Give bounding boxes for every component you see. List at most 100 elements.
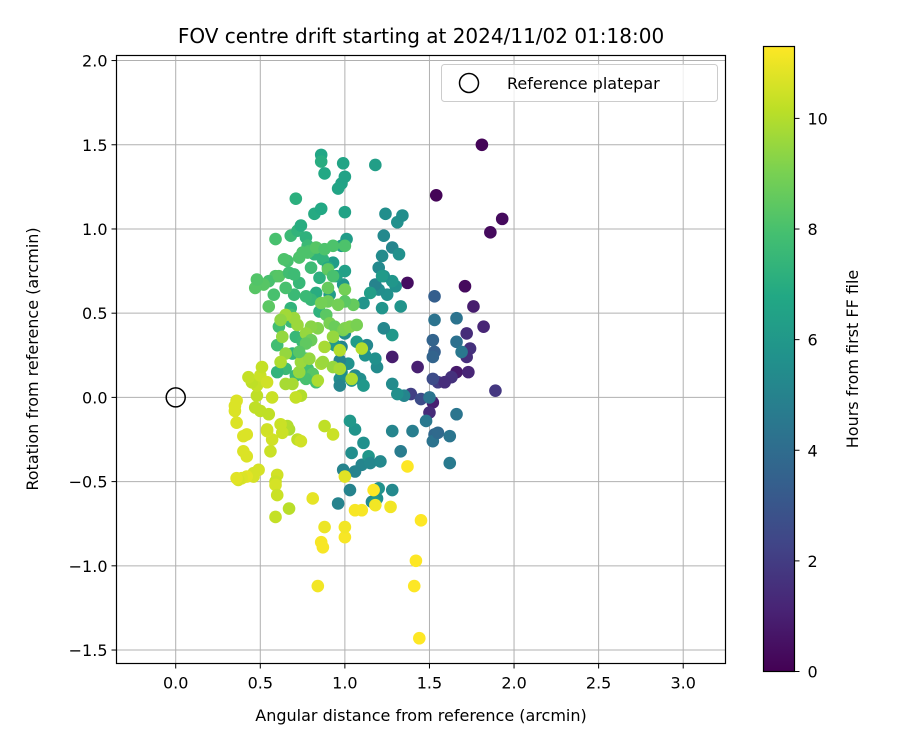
data-point [269, 478, 282, 492]
colorbar-tick-label: 4 [808, 441, 818, 460]
data-point [350, 318, 364, 332]
data-point [374, 455, 387, 468]
x-axis-label: Angular distance from reference (arcmin) [255, 706, 586, 725]
data-point [326, 330, 340, 344]
data-point [333, 343, 347, 357]
data-point [287, 288, 301, 301]
data-point [237, 444, 250, 458]
data-point [392, 247, 406, 261]
data-point [318, 520, 331, 534]
data-point [272, 269, 286, 283]
data-point [270, 488, 284, 502]
data-point [331, 497, 345, 510]
colorbar-tick-label: 2 [808, 552, 818, 571]
data-point [428, 313, 441, 327]
data-point [318, 340, 331, 354]
data-point [369, 498, 382, 512]
data-point [475, 138, 489, 152]
data-point [355, 342, 369, 355]
y-tick-label: 1.5 [82, 136, 107, 155]
data-point [385, 424, 399, 438]
data-point [363, 456, 377, 470]
data-point [357, 436, 370, 450]
data-point [250, 389, 264, 403]
data-point [316, 540, 330, 554]
data-point [413, 631, 426, 645]
data-point [438, 375, 451, 389]
data-point [407, 579, 421, 593]
x-tick-label: 2.5 [586, 674, 611, 693]
data-point [265, 391, 279, 404]
data-point [314, 296, 328, 310]
data-point [269, 510, 282, 524]
x-tick-label: 3.0 [670, 674, 695, 693]
data-point [260, 423, 274, 436]
data-point [385, 350, 399, 364]
data-point [318, 167, 331, 180]
y-axis-label: Rotation from reference (arcmin) [23, 227, 42, 490]
data-point [428, 290, 441, 303]
data-point [314, 155, 328, 168]
data-point [303, 352, 316, 365]
data-point [377, 322, 391, 335]
scatter-points [228, 138, 509, 645]
data-point [338, 205, 352, 219]
data-point [304, 261, 318, 275]
data-point [414, 514, 428, 527]
x-tick-label: 2.0 [501, 674, 526, 693]
data-point [401, 460, 414, 473]
data-point [345, 446, 358, 460]
data-point [338, 170, 352, 184]
y-tick-label: 2.0 [82, 52, 107, 71]
data-point [419, 414, 433, 428]
data-point [431, 426, 445, 440]
data-point [394, 444, 408, 458]
data-point [426, 350, 440, 364]
data-point [409, 554, 423, 568]
y-tick-label: 1.0 [82, 220, 107, 239]
data-point [242, 370, 255, 384]
data-point [423, 391, 436, 404]
y-axis-ticks: −1.5 −1.0 −0.5 0.0 0.5 1.0 1.5 2.0 [69, 52, 117, 660]
data-point [326, 428, 340, 441]
colorbar [763, 46, 795, 672]
data-point [348, 465, 362, 478]
data-point [338, 520, 352, 534]
data-point [495, 212, 509, 226]
data-point [343, 483, 357, 497]
data-point [357, 296, 370, 310]
data-point [274, 355, 287, 369]
data-point [267, 288, 281, 301]
data-point [289, 192, 303, 205]
colorbar-frame [762, 45, 796, 673]
data-point [385, 483, 399, 497]
data-point [357, 379, 370, 392]
colorbar-tick-label: 6 [808, 331, 818, 350]
data-point [369, 352, 382, 365]
data-point [331, 298, 345, 312]
grid-lines [116, 55, 726, 664]
data-point [331, 182, 345, 195]
data-point [274, 418, 287, 431]
data-point [338, 530, 352, 544]
colorbar-ticks: 0 2 4 6 8 10 [794, 109, 828, 682]
data-point [287, 268, 301, 281]
data-point [262, 300, 276, 313]
data-point [338, 283, 352, 296]
data-point [355, 503, 369, 517]
reference-platepar-marker [165, 387, 186, 408]
data-point [375, 301, 389, 315]
data-point [248, 401, 262, 414]
plot-area [116, 55, 726, 664]
data-point [326, 269, 340, 283]
data-point [275, 330, 289, 344]
legend-entry-reference-platepar: Reference platepar [507, 74, 660, 93]
data-point [313, 271, 326, 285]
data-point [426, 333, 440, 347]
data-point [450, 335, 463, 349]
data-point [450, 311, 463, 325]
legend-box [441, 64, 718, 102]
data-point [462, 365, 475, 379]
data-point [326, 239, 340, 253]
